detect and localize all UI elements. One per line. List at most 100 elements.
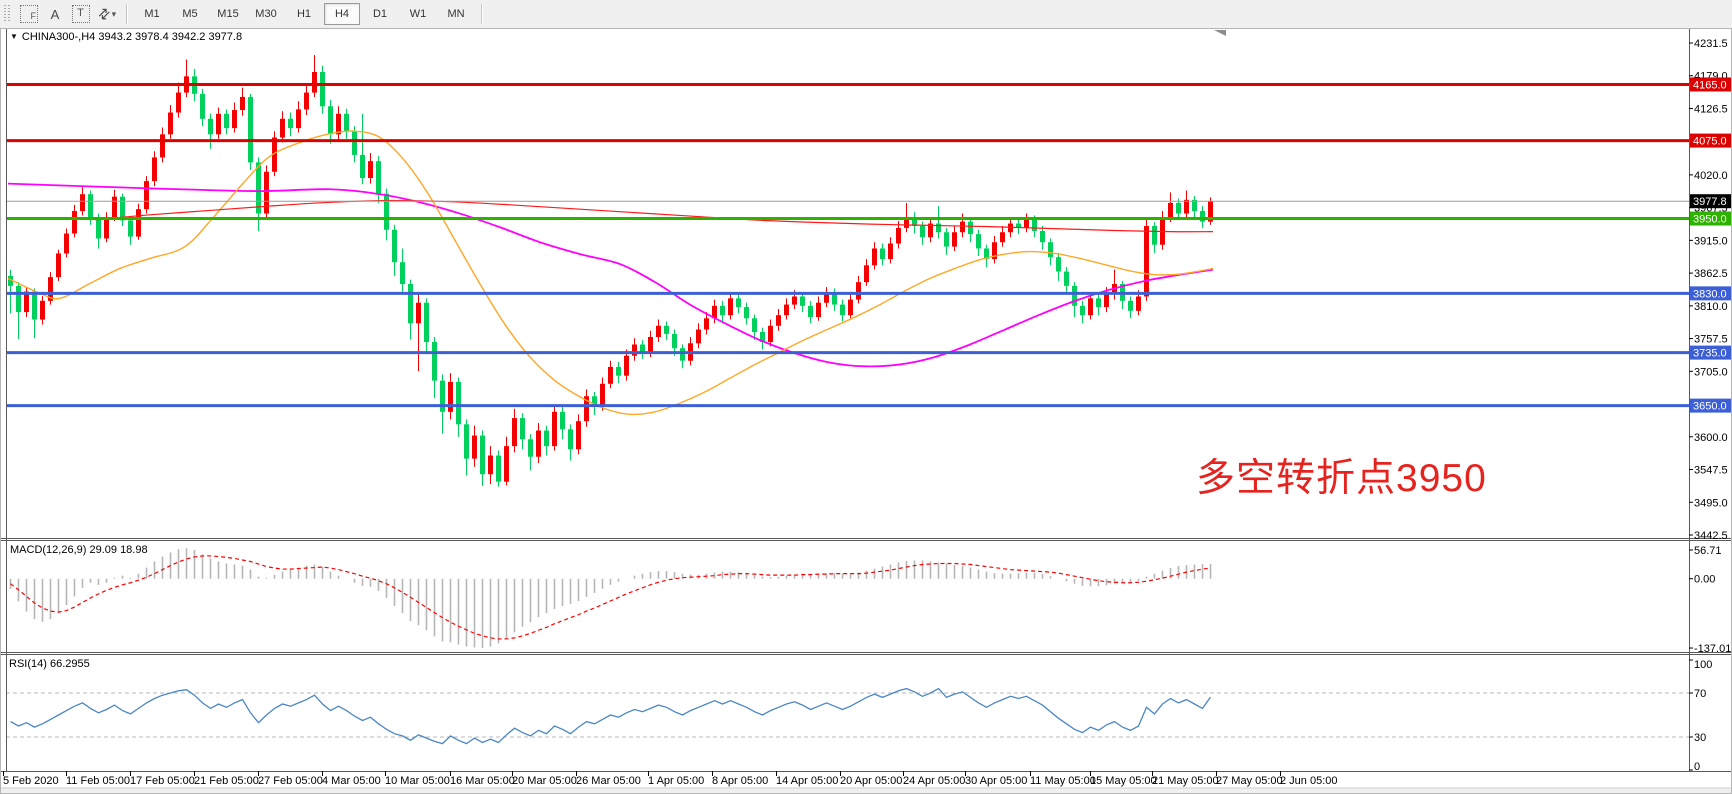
text-tool-button[interactable]: A <box>43 3 67 25</box>
time-axis-label: 20 Apr 05:00 <box>840 775 902 787</box>
timeframe-button-H1[interactable]: H1 <box>296 8 312 20</box>
candle <box>120 196 125 221</box>
time-axis-label: 1 Apr 05:00 <box>648 775 704 787</box>
candle <box>448 381 453 412</box>
candle <box>440 380 445 412</box>
candle <box>784 304 789 316</box>
candle <box>208 118 213 135</box>
candle <box>592 396 597 406</box>
symbol-ohlc-values: 3943.2 3978.4 3942.2 3977.8 <box>98 31 243 43</box>
candle <box>560 411 565 430</box>
candle <box>1168 202 1173 218</box>
candle <box>944 232 949 247</box>
candle <box>856 282 861 300</box>
candle <box>1096 298 1101 308</box>
timeframe-group: M1 M5 M15 M30 H1 H4 D1 W1 MN <box>133 3 475 25</box>
timeframe-button-W1[interactable]: W1 <box>409 8 427 20</box>
candle <box>664 325 669 334</box>
candle <box>912 217 917 227</box>
price-tick-label: 3915.0 <box>1694 235 1728 247</box>
candle <box>1064 271 1069 286</box>
candle <box>40 300 45 320</box>
timeframe-button-D1[interactable]: D1 <box>372 8 388 20</box>
candle <box>248 96 253 163</box>
arrows-tool-button[interactable]: ⇅ ▾ <box>94 3 119 25</box>
fibonacci-tool-button[interactable]: F <box>17 3 41 25</box>
price-tick-label: 4020.0 <box>1694 170 1728 182</box>
time-axis-label: 5 Feb 2020 <box>3 775 59 787</box>
candle <box>392 229 397 263</box>
time-axis-label: 16 Mar 05:00 <box>450 775 515 787</box>
macd-axis-label: 56.71 <box>1694 545 1722 557</box>
candle <box>144 181 149 210</box>
candle <box>520 418 525 440</box>
timeframe-button-M5[interactable]: M5 <box>182 8 198 20</box>
symbol-title: ▼ CHINA300-,H4 3943.2 3978.4 3942.2 3977.… <box>10 31 242 43</box>
candle <box>1000 232 1005 243</box>
time-axis-label: 17 Feb 05:00 <box>130 775 195 787</box>
candle <box>152 157 157 182</box>
candle <box>1152 226 1157 245</box>
candle <box>1072 285 1077 306</box>
toolbar-grip[interactable] <box>4 5 10 23</box>
ma-line-red <box>94 199 1214 233</box>
candle <box>536 430 541 457</box>
candle <box>312 71 317 93</box>
symbol-dropdown-icon[interactable]: ▼ <box>10 32 18 41</box>
hline-price-tag-text: 3950.0 <box>1693 214 1727 226</box>
time-axis-label: 14 Apr 05:00 <box>776 775 838 787</box>
timeframe-button-M1[interactable]: M1 <box>144 8 160 20</box>
candle <box>1016 223 1021 228</box>
candle <box>168 112 173 135</box>
price-tick-label: 4231.5 <box>1694 38 1728 50</box>
time-axis-label: 2 Jun 05:00 <box>1280 775 1338 787</box>
timeframe-button-H4[interactable]: H4 <box>324 3 360 25</box>
candle <box>232 110 237 129</box>
time-axis-label: 15 May 05:00 <box>1090 775 1157 787</box>
hlines-layer <box>6 82 1689 408</box>
time-axis-label: 21 May 05:00 <box>1152 775 1219 787</box>
rsi-indicator-label: RSI(14) 66.2955 <box>9 658 90 670</box>
macd-values: 29.09 18.98 <box>89 544 148 556</box>
candle <box>656 325 661 338</box>
candle <box>408 284 413 324</box>
timeframe-button-MN[interactable]: MN <box>447 8 465 20</box>
time-axis-layer: 5 Feb 2020 11 Feb 05:00 17 Feb 05:00 21 Feb… <box>3 771 1338 787</box>
price-axis-layer: 4231.54179.04126.54020.03967.53915.03862… <box>1689 38 1731 773</box>
hline-price-tag-text: 3735.0 <box>1693 348 1727 360</box>
candle <box>512 418 517 447</box>
timeframe-button-M15[interactable]: M15 <box>217 8 239 20</box>
scroll-marker-icon <box>1214 30 1226 36</box>
text-label-tool-button[interactable]: T <box>69 3 93 25</box>
candle <box>760 332 765 343</box>
candle <box>240 96 245 111</box>
hline-price-tag-text: 4165.0 <box>1693 79 1727 91</box>
candle <box>752 318 757 333</box>
candle <box>632 344 637 356</box>
macd-indicator-label: MACD(12,26,9) 29.09 18.98 <box>10 544 148 556</box>
candle <box>224 113 229 129</box>
candle <box>400 262 405 285</box>
timeframe-button-M30[interactable]: M30 <box>255 8 277 20</box>
hline-price-tag <box>1690 286 1731 301</box>
candle <box>544 430 549 447</box>
candle <box>720 305 725 316</box>
candle <box>640 344 645 353</box>
candle <box>672 333 677 349</box>
candle <box>1048 242 1053 258</box>
candle <box>712 305 717 319</box>
symbol-name: CHINA300-,H4 <box>21 31 96 43</box>
candle <box>24 291 29 313</box>
current-price-tag-text: 3977.8 <box>1693 196 1727 208</box>
candle <box>952 232 957 247</box>
price-tick-label: 4126.5 <box>1694 103 1728 115</box>
candle <box>800 296 805 306</box>
candle <box>1192 199 1197 212</box>
candle <box>464 424 469 459</box>
candle <box>528 439 533 457</box>
candle <box>272 137 277 172</box>
candle <box>472 435 477 459</box>
candle <box>1144 226 1149 297</box>
text-a-icon: A <box>50 6 60 22</box>
